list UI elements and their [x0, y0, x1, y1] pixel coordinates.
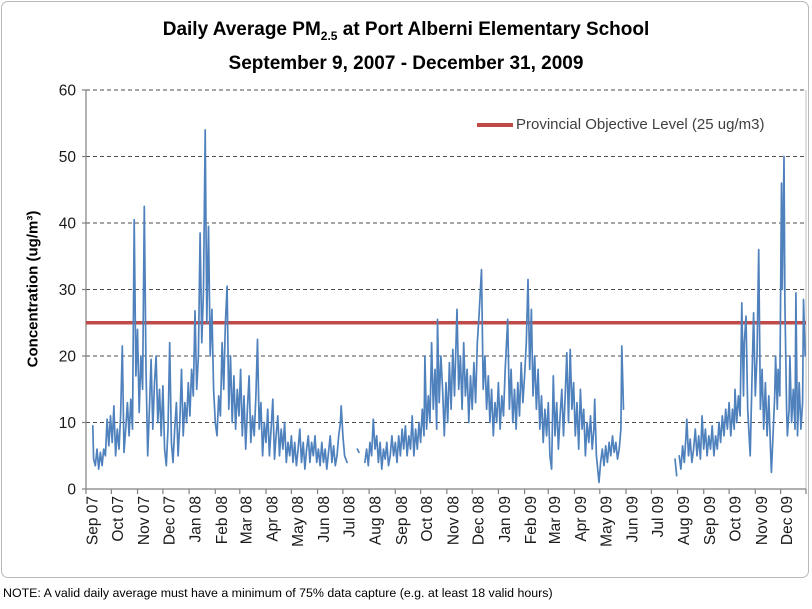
x-tick-label-jul-08: Jul 08	[341, 496, 358, 537]
legend: Provincial Objective Level (25 ug/m3)	[477, 116, 764, 133]
x-tick-label-dec-09: Dec 09	[779, 496, 796, 545]
x-tick-label-mar-09: Mar 09	[547, 496, 564, 544]
pm25-series-segment-4	[674, 458, 678, 477]
x-tick-label-mar-08: Mar 08	[238, 496, 255, 544]
x-tick-label-sep-08: Sep 08	[394, 496, 411, 545]
x-tick-label-dec-08: Dec 08	[471, 496, 488, 545]
x-tick-label-aug-09: Aug 09	[676, 496, 693, 545]
y-tick-label-60: 60	[59, 83, 77, 100]
objective-line-legend-swatch	[477, 122, 513, 127]
x-tick-label-apr-09: Apr 09	[573, 496, 590, 542]
x-tick-label-nov-07: Nov 07	[136, 496, 153, 545]
x-tick-label-sep-09: Sep 09	[702, 496, 719, 545]
chart-title: Daily Average PM2.5 at Port Alberni Elem…	[0, 16, 812, 78]
pm25-series-segment-1	[91, 129, 348, 470]
x-tick-label-feb-09: Feb 09	[523, 496, 540, 544]
pm25-series-segment-5	[678, 155, 807, 474]
y-tick-label-10: 10	[59, 415, 77, 432]
y-tick-label-40: 40	[59, 216, 77, 233]
x-tick-label-may-09: May 09	[598, 496, 615, 547]
x-tick-label-apr-08: Apr 08	[265, 496, 282, 542]
pm25-series-segment-3	[364, 268, 625, 484]
x-tick-label-jun-09: Jun 09	[625, 496, 642, 543]
x-tick-label-nov-08: Nov 08	[445, 496, 462, 545]
chart-title-line2: September 9, 2007 - December 31, 2009	[228, 52, 584, 74]
x-tick-label-oct-09: Oct 09	[728, 496, 745, 542]
pm25-subscript: 2.5	[320, 28, 338, 43]
footnote: NOTE: A valid daily average must have a …	[3, 586, 553, 600]
x-tick-label-nov-09: Nov 09	[754, 496, 771, 545]
y-tick-label-20: 20	[59, 349, 77, 366]
x-tick-label-jan-09: Jan 09	[497, 496, 514, 543]
chart-title-line1: Daily Average PM2.5 at Port Alberni Elem…	[162, 19, 650, 43]
y-tick-label-0: 0	[67, 482, 76, 499]
x-tick-label-oct-08: Oct 08	[419, 496, 436, 542]
y-tick-label-50: 50	[59, 149, 77, 166]
x-tick-label-sep-07: Sep 07	[85, 496, 102, 545]
x-tick-label-may-08: May 08	[290, 496, 307, 547]
legend-label: Provincial Objective Level (25 ug/m3)	[516, 116, 765, 133]
x-tick-label-oct-07: Oct 07	[110, 496, 127, 542]
x-tick-label-jul-09: Jul 09	[650, 496, 667, 537]
y-tick-label-30: 30	[59, 282, 77, 299]
x-tick-label-jan-08: Jan 08	[188, 496, 205, 543]
x-tick-label-feb-08: Feb 08	[214, 496, 231, 544]
x-tick-label-dec-07: Dec 07	[161, 496, 178, 545]
x-tick-label-aug-08: Aug 08	[368, 496, 385, 545]
pm25-series-segment-2	[356, 448, 360, 454]
x-tick-label-jun-08: Jun 08	[316, 496, 333, 543]
chart-canvas: 0 10 20 30 40 50 60 Sep 07 Oct 07 Nov 07 Dec 07 Jan…	[59, 83, 807, 547]
